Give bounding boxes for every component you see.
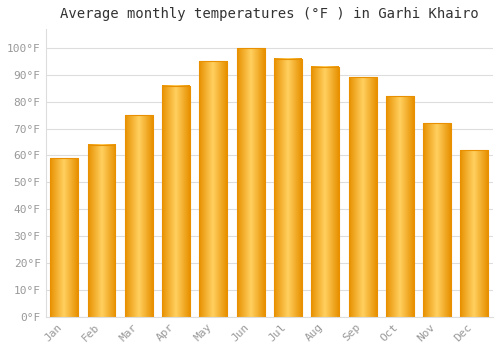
Title: Average monthly temperatures (°F ) in Garhi Khairo: Average monthly temperatures (°F ) in Ga… bbox=[60, 7, 478, 21]
